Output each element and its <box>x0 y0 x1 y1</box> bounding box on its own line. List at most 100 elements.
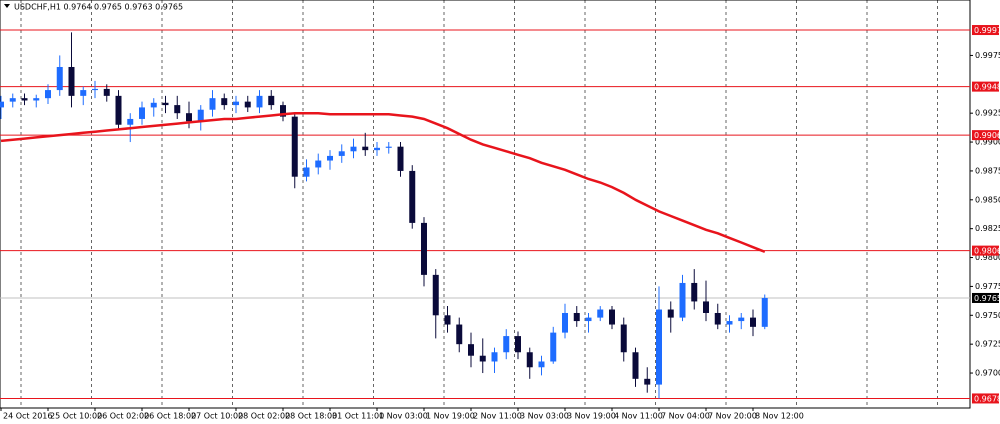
candle-body <box>268 95 275 106</box>
candle-body <box>174 105 181 114</box>
x-tick-label: 27 Oct 10:00 <box>191 412 243 421</box>
candle-body <box>644 378 651 385</box>
candle-body <box>526 352 533 368</box>
current-price-box <box>972 292 999 303</box>
candle-body <box>33 98 40 101</box>
candle-body <box>9 98 16 102</box>
plot-frame <box>0 0 971 409</box>
x-tick-label: 2 Nov 11:00 <box>473 412 522 421</box>
candle-body <box>291 116 298 177</box>
x-tick-label: 7 Nov 20:00 <box>708 412 757 421</box>
candle-body <box>0 101 4 108</box>
candle-body <box>632 352 639 379</box>
candle-body <box>385 146 392 148</box>
candle-body <box>750 317 756 327</box>
candle-body <box>479 355 486 362</box>
candle-body <box>703 301 709 313</box>
candle-body <box>726 321 733 325</box>
candle-body <box>374 147 380 151</box>
x-tick-label: 1 Nov 19:00 <box>426 412 475 421</box>
x-tick-label: 26 Oct 18:00 <box>144 412 196 421</box>
candle-body <box>761 297 768 327</box>
candle-body <box>444 315 451 325</box>
candle-body <box>127 118 134 125</box>
candle-body <box>362 146 369 151</box>
y-tick-label: 0.9925 <box>975 109 1000 118</box>
candle-body <box>738 317 745 322</box>
candle-body <box>56 66 63 91</box>
candle-body <box>468 344 474 356</box>
candle-body <box>162 102 169 106</box>
level-label-box <box>972 81 999 92</box>
x-tick-label: 25 Oct 10:00 <box>50 412 102 421</box>
y-tick-label: 0.9775 <box>975 282 1000 291</box>
candle-body <box>209 98 216 110</box>
y-tick-label: 0.9875 <box>975 166 1000 175</box>
candle-body <box>667 309 674 318</box>
candle-body <box>679 282 686 318</box>
x-tick-label: 26 Oct 02:00 <box>97 412 149 421</box>
candle-body <box>303 167 310 177</box>
level-label: 0.9806 <box>974 247 1000 256</box>
x-tick-label: 28 Oct 18:00 <box>285 412 337 421</box>
level-label: 0.9678 <box>974 394 1000 403</box>
candle-body <box>115 95 122 125</box>
x-tick-label: 24 Oct 2016 <box>3 412 52 421</box>
candle-body <box>432 274 439 316</box>
y-tick-label: 0.9975 <box>975 51 1000 60</box>
x-tick-label: 3 Nov 03:00 <box>520 412 569 421</box>
candle-body <box>280 105 286 117</box>
candle-body <box>550 332 557 362</box>
candle-body <box>139 107 145 119</box>
candle-body <box>186 113 192 122</box>
candle-body <box>538 361 545 368</box>
candle-body <box>585 317 592 322</box>
level-label: 0.9997 <box>974 26 1000 35</box>
level-label-box <box>972 25 999 36</box>
candle-body <box>103 88 110 96</box>
candle-body <box>197 109 204 122</box>
moving-average <box>0 111 766 253</box>
x-tick-label: 4 Nov 11:00 <box>614 412 663 421</box>
candle-body <box>45 90 51 99</box>
candle-body <box>691 282 698 302</box>
candle-body <box>409 170 416 223</box>
x-tick-label: 8 Nov 12:00 <box>755 412 804 421</box>
candle-body <box>233 101 239 106</box>
level-label-box <box>972 245 999 256</box>
candle-body <box>456 324 463 345</box>
candle-body <box>397 146 404 171</box>
candle-body <box>656 309 662 385</box>
menu-arrow[interactable] <box>4 4 10 8</box>
candle-body <box>327 155 333 161</box>
candle-body <box>221 98 228 106</box>
current-price-label: 0.9765 <box>974 294 1000 303</box>
level-label-box <box>972 130 999 141</box>
candle-body <box>714 312 721 325</box>
candle-body <box>256 95 263 108</box>
candle-body <box>573 312 580 322</box>
candle-body <box>515 336 521 353</box>
chart-title: USDCHF,H1 0.9764 0.9765 0.9763 0.9765 <box>14 3 183 12</box>
candle-body <box>620 324 627 353</box>
candle-body <box>503 336 510 353</box>
candle-body <box>244 101 251 108</box>
candle-body <box>150 102 157 108</box>
x-tick-label: 31 Oct 11:00 <box>332 412 384 421</box>
y-tick-label: 0.9725 <box>975 340 1000 349</box>
candle-body <box>21 98 28 101</box>
candle-body <box>80 90 87 96</box>
candle-body <box>562 312 568 333</box>
candle-body <box>609 309 615 325</box>
level-label-box <box>972 393 999 404</box>
x-tick-label: 1 Nov 03:00 <box>379 412 428 421</box>
x-tick-label: 28 Oct 02:00 <box>238 412 290 421</box>
candle-body <box>92 88 98 91</box>
candle-body <box>338 151 345 156</box>
candle-body <box>491 352 498 362</box>
